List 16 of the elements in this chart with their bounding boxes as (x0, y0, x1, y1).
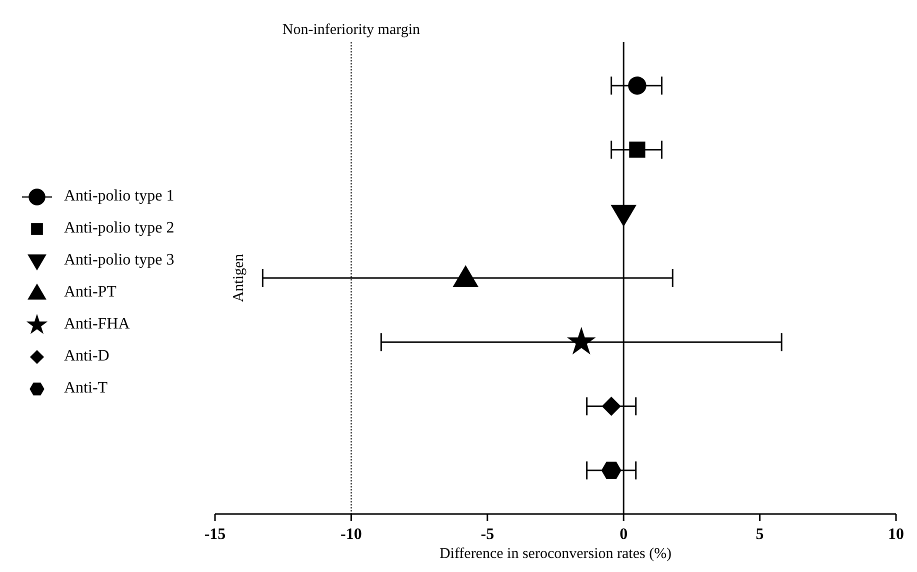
legend-label: Anti-polio type 2 (64, 220, 174, 237)
legend-label: Anti-T (64, 380, 108, 397)
legend-label: Anti-D (64, 348, 110, 365)
legend-label: Anti-polio type 1 (64, 188, 174, 205)
legend-label: Anti-FHA (64, 316, 130, 333)
legend-label: Anti-polio type 3 (64, 252, 174, 269)
x-tick-label: -15 (204, 526, 226, 543)
x-tick-label: 10 (888, 526, 904, 543)
y-axis-title: Antigen (231, 253, 247, 302)
legend-label: Anti-PT (64, 284, 117, 301)
x-axis-title: Difference in seroconversion rates (%) (439, 546, 672, 562)
ref-line-label: Non-inferiority margin (282, 22, 421, 38)
x-tick-label: 5 (756, 526, 764, 543)
x-tick-label: -10 (340, 526, 362, 543)
x-tick-label: 0 (620, 526, 628, 543)
x-tick-label: -5 (480, 526, 494, 543)
